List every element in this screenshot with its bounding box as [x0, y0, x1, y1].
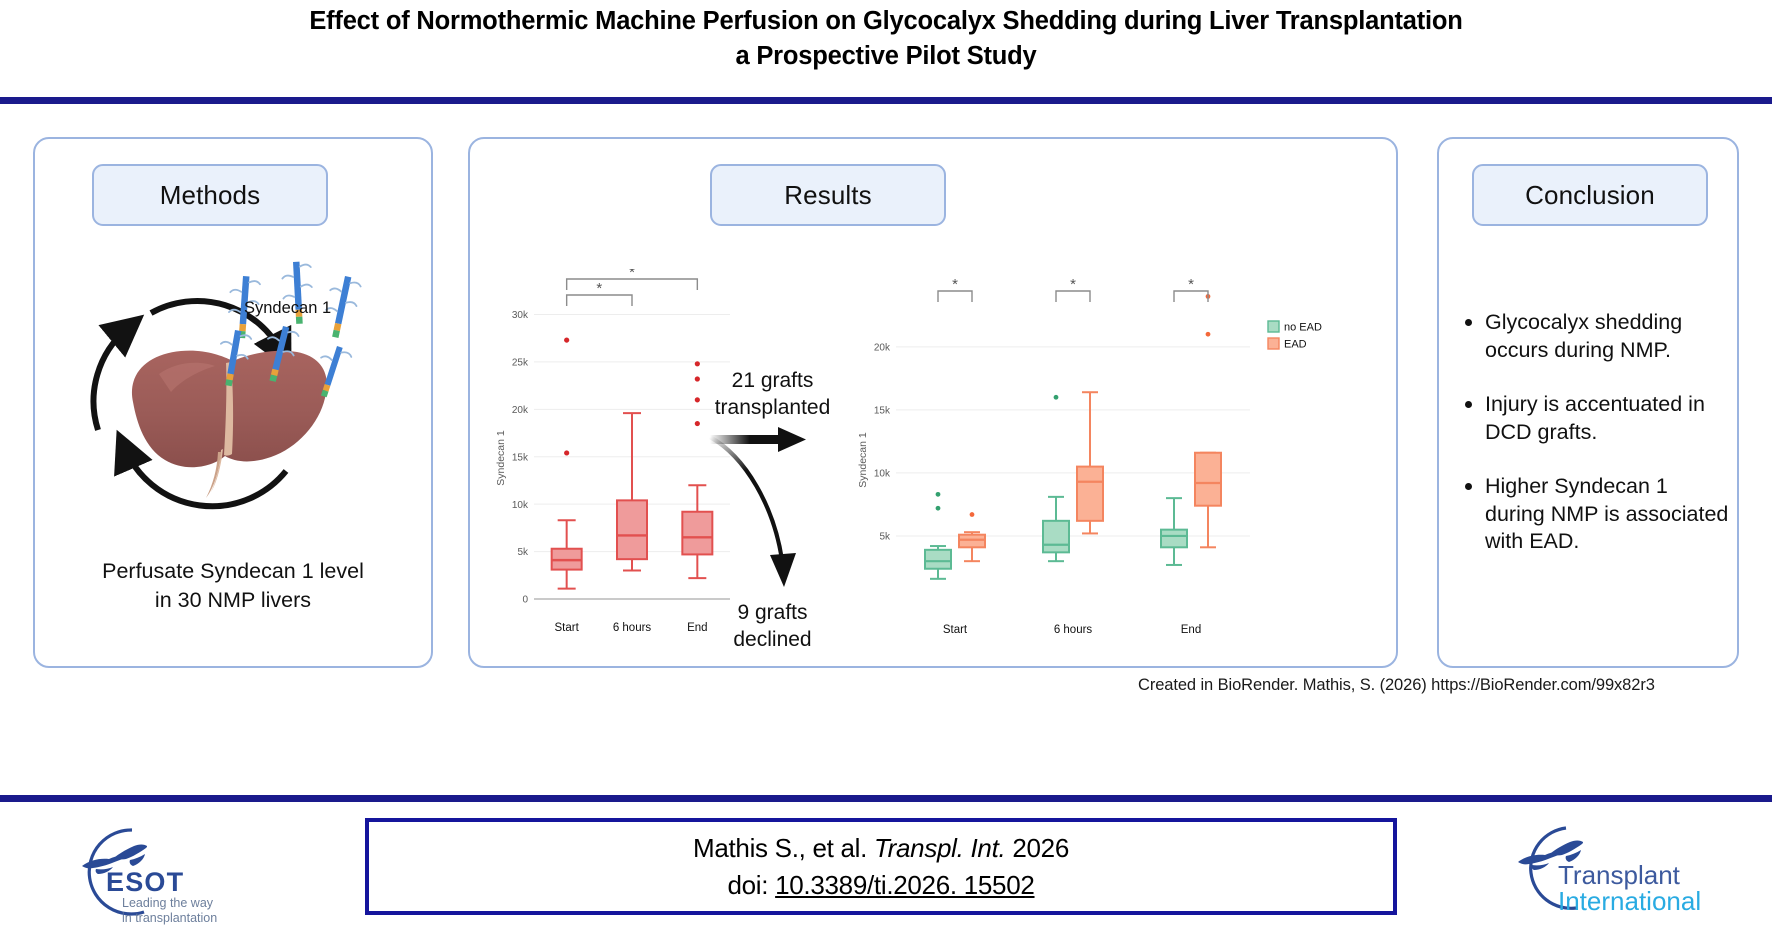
doi-prefix: doi: — [727, 869, 776, 900]
conclusion-panel-header: Conclusion — [1472, 164, 1708, 226]
svg-text:20k: 20k — [512, 405, 529, 416]
flow-declined-line-1: 9 grafts — [737, 601, 808, 624]
svg-text:*: * — [1188, 276, 1194, 293]
svg-text:10k: 10k — [874, 469, 891, 480]
svg-text:5k: 5k — [879, 532, 891, 543]
transplant-international-logo: Transplant International — [1518, 826, 1701, 916]
chart2-legend: no EAD EAD — [1267, 320, 1322, 351]
citation-year: 2026 — [1005, 832, 1070, 863]
conclusion-panel: Conclusion Glycocalyx shedding occurs du… — [1437, 137, 1739, 668]
svg-text:*: * — [629, 269, 635, 281]
methods-caption: Perfusate Syndecan 1 level in 30 NMP liv… — [35, 557, 431, 615]
results-header-label: Results — [784, 179, 872, 210]
svg-text:EAD: EAD — [1284, 339, 1307, 351]
svg-text:15k: 15k — [512, 452, 529, 463]
chart2-boxes — [924, 293, 1222, 580]
svg-text:*: * — [596, 280, 602, 297]
chart1-boxes — [550, 337, 714, 590]
flow-declined-label: 9 grafts declined — [700, 599, 845, 653]
liver-illustration — [131, 350, 327, 498]
chart2-y-tick-labels: 5k 10k 15k 20k — [874, 342, 891, 542]
methods-panel: Methods — [33, 137, 433, 668]
svg-text:20k: 20k — [874, 342, 891, 353]
flow-transplanted-line-1: 21 grafts — [731, 369, 814, 392]
conclusion-bullet: Higher Syndecan 1 during NMP is associat… — [1461, 473, 1729, 556]
arrow-transplanted — [710, 427, 806, 452]
esot-tagline-line-1: Leading the way — [122, 896, 214, 910]
ti-wordmark-line-2: International — [1558, 886, 1701, 916]
methods-caption-line-2: in 30 NMP livers — [154, 588, 312, 612]
svg-text:*: * — [1070, 276, 1076, 293]
flow-declined-line-2: declined — [733, 628, 812, 651]
header-divider — [0, 97, 1772, 104]
title-line-2: a Prospective Pilot Study — [735, 42, 1037, 70]
chart2-gridlines — [896, 346, 1250, 537]
citation-journal: Transpl. Int. — [873, 832, 1006, 863]
esot-hands-icon — [82, 844, 147, 874]
conclusion-bullet: Injury is accentuated in DCD grafts. — [1461, 391, 1729, 446]
chart-syndecan-timecourse: 0 5k 10k 15k 20k 25k 30k * * Start 6 hours End Sy… — [490, 269, 740, 659]
svg-text:Start: Start — [943, 624, 968, 636]
ti-hands-icon — [1518, 840, 1583, 870]
biorender-attribution: Created in BioRender. Mathis, S. (2026) … — [1138, 676, 1655, 694]
svg-text:30k: 30k — [512, 310, 529, 321]
citation-box: Mathis S., et al. Transpl. Int. 2026 doi… — [365, 818, 1397, 915]
ti-wordmark-line-1: Transplant — [1558, 860, 1681, 890]
svg-text:End: End — [687, 622, 707, 634]
chart2-y-axis-label: Syndecan 1 — [857, 432, 869, 488]
svg-text:End: End — [1181, 624, 1201, 636]
svg-text:*: * — [952, 276, 958, 293]
citation-reference: Mathis S., et al. Transpl. Int. 2026 — [693, 830, 1069, 866]
title-line-1: Effect of Normothermic Machine Perfusion… — [309, 7, 1463, 35]
results-panel: Results 0 5k 10k 15k 20k 25k 30k * * Start 6 hou… — [468, 137, 1398, 668]
conclusion-bullet-list: Glycocalyx shedding occurs during NMP. I… — [1461, 309, 1729, 583]
svg-text:15k: 15k — [874, 405, 891, 416]
methods-panel-header: Methods — [92, 164, 328, 226]
conclusion-bullet: Glycocalyx shedding occurs during NMP. — [1461, 309, 1729, 364]
syringe-cluster — [219, 261, 362, 398]
esot-logo: ESOT Leading the way in transplantation — [82, 828, 217, 925]
methods-header-label: Methods — [159, 179, 261, 210]
citation-doi: doi: 10.3389/ti.2026. 15502 — [727, 866, 1034, 904]
footer-divider — [0, 795, 1772, 802]
syndecan-1-syringe-label: Syndecan 1 — [244, 299, 331, 317]
svg-text:6 hours: 6 hours — [1054, 624, 1093, 636]
flow-transplanted-label: 21 grafts transplanted — [700, 367, 845, 421]
flow-arrows — [708, 427, 806, 587]
methods-caption-line-1: Perfusate Syndecan 1 level — [102, 559, 364, 583]
flow-transplanted-line-2: transplanted — [714, 396, 831, 419]
citation-authors: Mathis S., et al. — [692, 832, 874, 863]
esot-tagline-line-2: in transplantation — [122, 911, 217, 925]
svg-text:25k: 25k — [512, 358, 529, 369]
cycle-arrows — [90, 297, 292, 510]
svg-text:no EAD: no EAD — [1284, 322, 1322, 334]
page-title: Effect of Normothermic Machine Perfusion… — [0, 0, 1772, 92]
svg-text:Start: Start — [555, 622, 580, 634]
chart1-y-tick-labels: 0 5k 10k 15k 20k 25k 30k — [512, 310, 529, 606]
chart1-y-axis-label: Syndecan 1 — [495, 430, 507, 486]
arrow-declined — [708, 435, 796, 587]
results-panel-header: Results — [710, 164, 946, 226]
chart2-significance-bars: * * * — [937, 276, 1209, 302]
chart1-significance-bars: ** — [565, 269, 699, 306]
chart2-x-tick-labels: Start 6 hours End — [943, 624, 1201, 636]
chart-syndecan-ead: 5k 10k 15k 20k * * * Start 6 hours End no EAD EA… — [850, 269, 1330, 659]
svg-text:5k: 5k — [517, 547, 529, 558]
svg-text:10k: 10k — [512, 500, 529, 511]
svg-text:0: 0 — [522, 595, 528, 606]
conclusion-header-label: Conclusion — [1525, 179, 1655, 210]
svg-text:6 hours: 6 hours — [613, 622, 652, 634]
chart1-x-tick-labels: Start 6 hours End — [555, 622, 708, 634]
methods-diagram: Syndecan 1 — [90, 261, 362, 510]
esot-wordmark: ESOT — [106, 867, 184, 897]
graft-flow-block: 21 grafts transplanted 9 grafts declined — [700, 367, 845, 657]
doi-link[interactable]: 10.3389/ti.2026. 15502 — [775, 869, 1035, 900]
